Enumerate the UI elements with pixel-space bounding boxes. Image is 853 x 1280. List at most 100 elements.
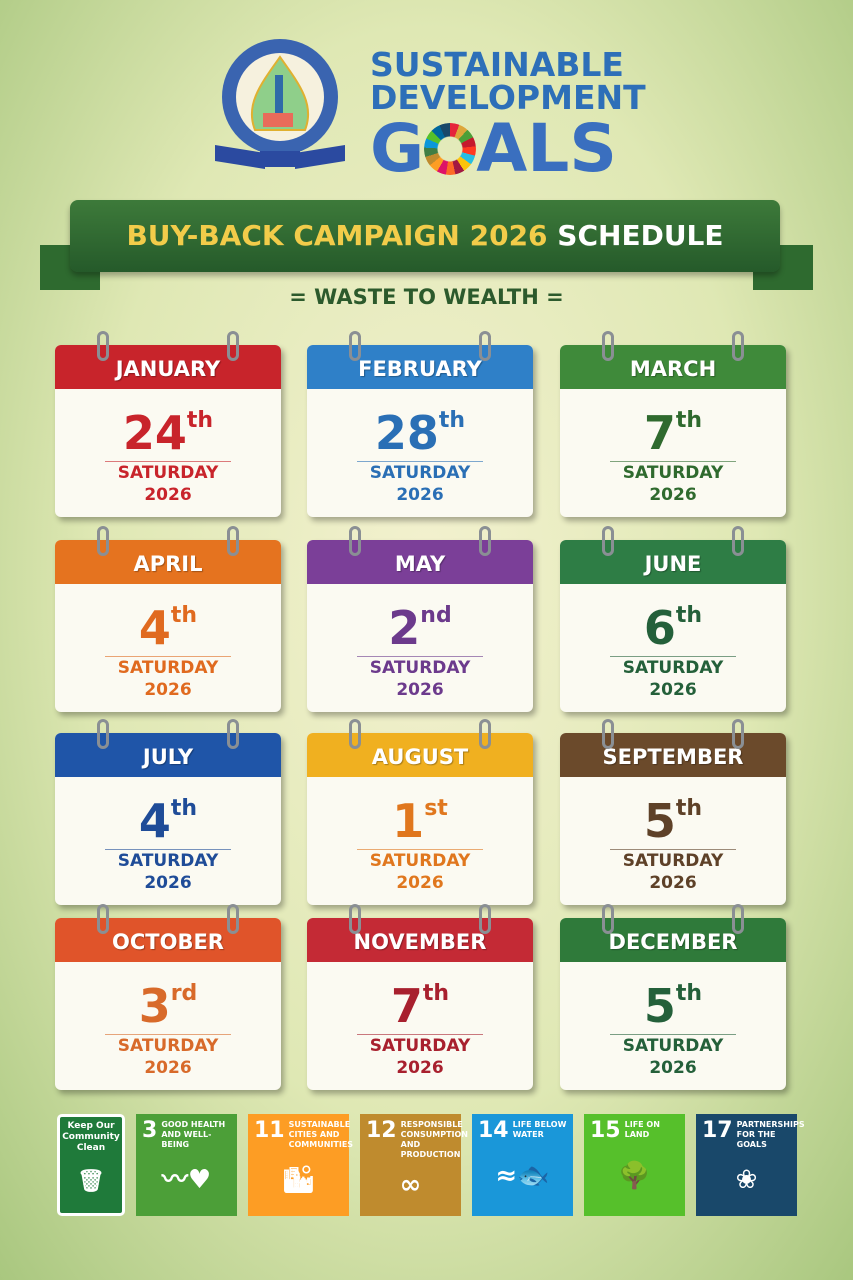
- binder-ring-icon: [97, 719, 109, 749]
- month-label: JUNE: [560, 540, 786, 584]
- binder-ring-icon: [349, 526, 361, 556]
- divider: [610, 849, 736, 850]
- day: 4: [138, 601, 171, 655]
- day: 3: [138, 979, 171, 1033]
- sdg-wheel-icon: [424, 123, 477, 175]
- goal-header: 14 LIFE BELOW WATER: [478, 1120, 567, 1142]
- day: 7: [390, 979, 423, 1033]
- day-number: 5th: [560, 968, 786, 1032]
- binder-ring-icon: [479, 331, 491, 361]
- banner-title: BUY-BACK CAMPAIGN 2026: [126, 219, 548, 252]
- binder-ring-icon: [227, 526, 239, 556]
- day-suffix: th: [170, 603, 198, 628]
- day-number: 4th: [55, 590, 281, 654]
- month-label: JANUARY: [55, 345, 281, 389]
- day-suffix: th: [422, 981, 450, 1006]
- goal-number: 14: [478, 1118, 509, 1143]
- goal-header: 15 LIFE ON LAND: [590, 1120, 679, 1142]
- calendar-card-june: JUNE 6th SATURDAY 2026: [560, 526, 786, 712]
- city-council-logo: [215, 39, 345, 169]
- binder-ring-icon: [602, 904, 614, 934]
- goals-als: ALS: [476, 110, 617, 187]
- calendar-card-may: MAY 2nd SATURDAY 2026: [307, 526, 533, 712]
- calendar-card-february: FEBRUARY 28th SATURDAY 2026: [307, 331, 533, 517]
- sdg-tile-12: 12 RESPONSIBLE CONSUMPTION AND PRODUCTION…: [360, 1114, 468, 1216]
- weekday: SATURDAY: [117, 1036, 219, 1056]
- goal-title: LIFE ON LAND: [624, 1120, 660, 1139]
- day-number: 4th: [55, 783, 281, 847]
- weekday: SATURDAY: [369, 658, 471, 678]
- divider: [610, 656, 736, 657]
- day-number: 7th: [560, 395, 786, 459]
- day-suffix: th: [675, 981, 703, 1006]
- day-suffix: nd: [420, 603, 452, 628]
- goal-number: 11: [254, 1118, 285, 1143]
- calendar-card-august: AUGUST 1st SATURDAY 2026: [307, 719, 533, 905]
- binder-ring-icon: [732, 904, 744, 934]
- sdg-line2: DEVELOPMENT: [370, 78, 646, 117]
- day: 5: [643, 794, 676, 848]
- day-number: 1st: [307, 783, 533, 847]
- year: 2026: [396, 485, 444, 505]
- weekday: SATURDAY: [622, 463, 724, 483]
- day: 6: [643, 601, 676, 655]
- day: 28: [374, 406, 439, 460]
- city-icon: 🏙: [281, 1165, 315, 1195]
- day-suffix: th: [170, 796, 198, 821]
- month-label: DECEMBER: [560, 918, 786, 962]
- sdg-title: SUSTAINABLE DEVELOPMENT G ALS: [370, 48, 646, 182]
- year: 2026: [649, 1058, 697, 1078]
- weekday: SATURDAY: [369, 851, 471, 871]
- binder-ring-icon: [732, 331, 744, 361]
- month-label: SEPTEMBER: [560, 733, 786, 777]
- day-suffix: th: [675, 603, 703, 628]
- binder-ring-icon: [227, 331, 239, 361]
- month-label: OCTOBER: [55, 918, 281, 962]
- month-label: AUGUST: [307, 733, 533, 777]
- sdg-tile-15: 15 LIFE ON LAND 🌳: [584, 1114, 685, 1216]
- binder-ring-icon: [602, 719, 614, 749]
- day-number: 2nd: [307, 590, 533, 654]
- weekday: SATURDAY: [117, 463, 219, 483]
- divider: [357, 849, 483, 850]
- month-label: NOVEMBER: [307, 918, 533, 962]
- goal-header: Keep Our Community Clean: [62, 1121, 120, 1154]
- day-suffix: th: [438, 408, 466, 433]
- banner-title-schedule: SCHEDULE: [557, 219, 724, 252]
- weekday: SATURDAY: [622, 658, 724, 678]
- rings-icon: ❀: [735, 1165, 758, 1195]
- year: 2026: [144, 485, 192, 505]
- sdg-tile-11: 11 SUSTAINABLE CITIES AND COMMUNITIES 🏙: [248, 1114, 353, 1216]
- goal-header: 11 SUSTAINABLE CITIES AND COMMUNITIES: [254, 1118, 353, 1150]
- year: 2026: [396, 873, 444, 893]
- month-label: JULY: [55, 733, 281, 777]
- fish-icon: ≈🐟: [495, 1161, 550, 1191]
- day-suffix: st: [424, 796, 448, 821]
- goal-title: RESPONSIBLE CONSUMPTION AND PRODUCTION: [400, 1120, 469, 1159]
- year: 2026: [649, 485, 697, 505]
- trash-bin-icon: 🗑: [77, 1168, 105, 1194]
- title-banner: BUY-BACK CAMPAIGN 2026 SCHEDULE: [70, 200, 780, 272]
- year: 2026: [144, 1058, 192, 1078]
- year: 2026: [396, 680, 444, 700]
- weekday: SATURDAY: [369, 463, 471, 483]
- sdg-goal-tiles: Keep Our Community Clean 🗑 3 GOOD HEALTH A…: [57, 1114, 805, 1216]
- divider: [357, 461, 483, 462]
- day-suffix: rd: [170, 981, 198, 1006]
- sdg-line1: SUSTAINABLE: [370, 45, 624, 84]
- calendar-card-november: NOVEMBER 7th SATURDAY 2026: [307, 904, 533, 1090]
- goals-g: G: [370, 110, 425, 187]
- divider: [105, 461, 231, 462]
- binder-ring-icon: [479, 719, 491, 749]
- binder-ring-icon: [97, 904, 109, 934]
- binder-ring-icon: [732, 526, 744, 556]
- divider: [610, 461, 736, 462]
- goal-number: 12: [366, 1118, 397, 1143]
- weekday: SATURDAY: [117, 658, 219, 678]
- calendar-card-april: APRIL 4th SATURDAY 2026: [55, 526, 281, 712]
- sdg-tile-14: 14 LIFE BELOW WATER ≈🐟: [472, 1114, 573, 1216]
- divider: [357, 1034, 483, 1035]
- sdg-line3: G ALS: [370, 116, 646, 182]
- day: 4: [138, 794, 171, 848]
- calendar-card-september: SEPTEMBER 5th SATURDAY 2026: [560, 719, 786, 905]
